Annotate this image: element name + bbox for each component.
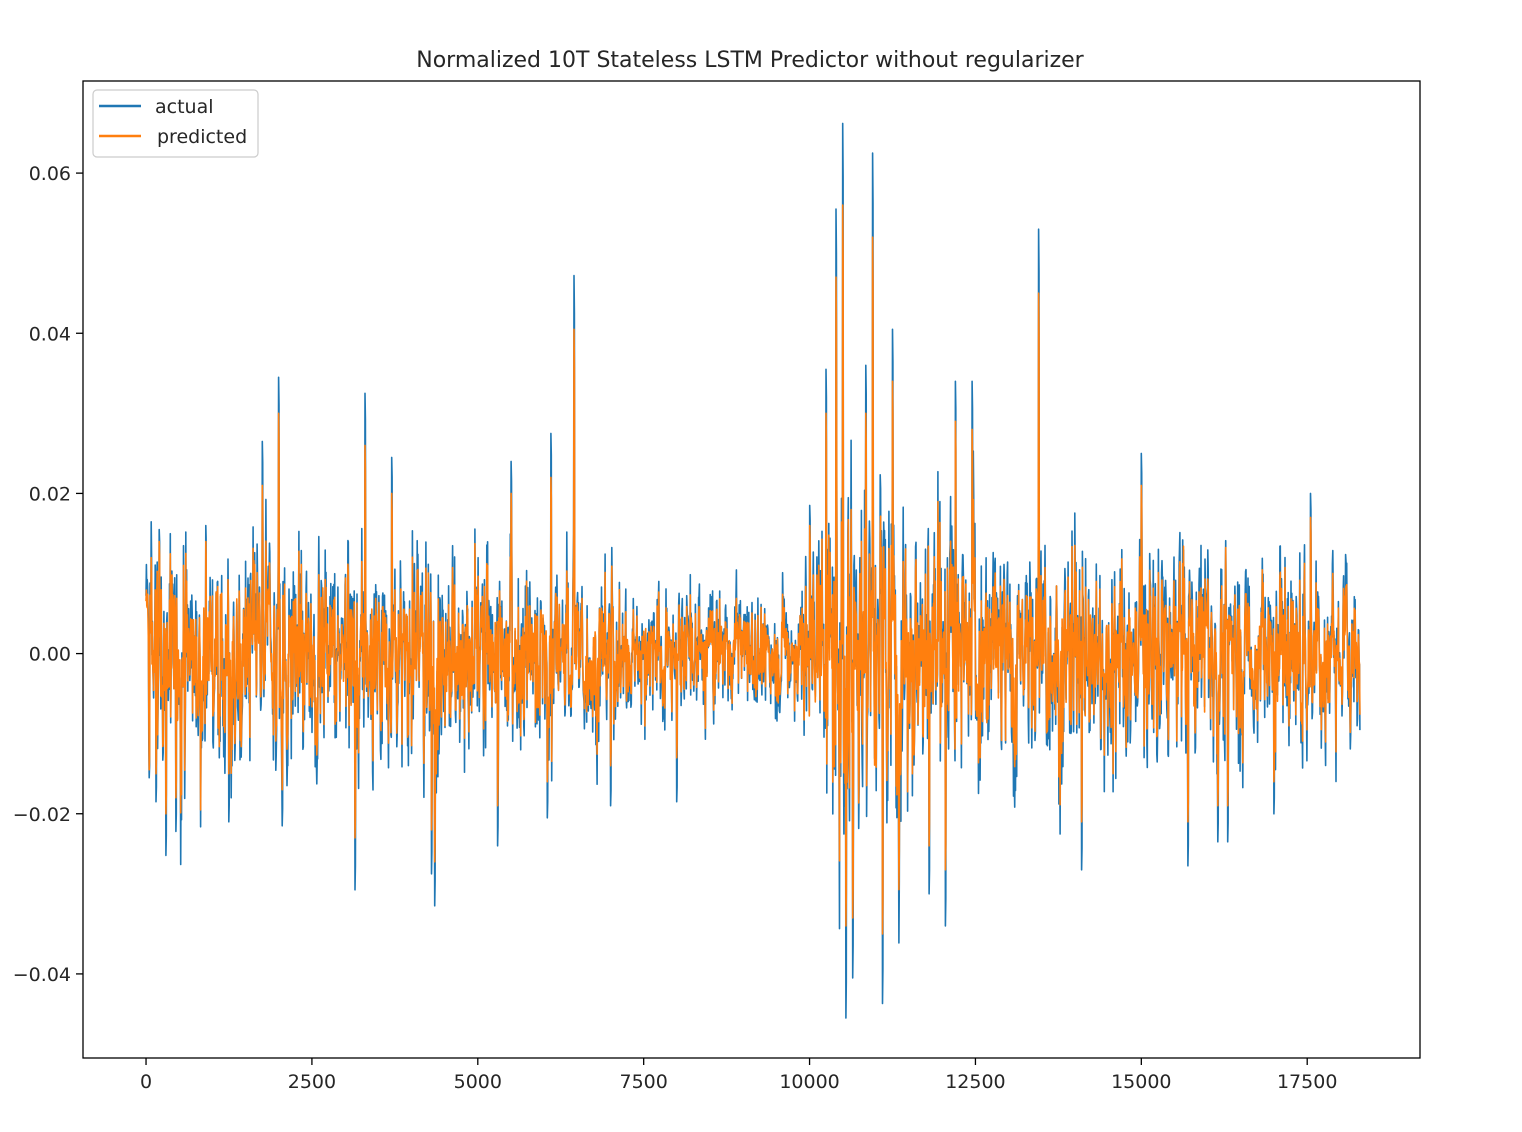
y-tick-label: 0.00: [29, 644, 71, 666]
series-line-predicted: [145, 204, 1361, 935]
y-tick-label: 0.02: [29, 483, 71, 505]
y-tick-label: −0.04: [13, 964, 71, 986]
axis-ticks: 0 2500 5000 7500 10000 12500 15000 17500 −0.04 −0…: [13, 163, 1338, 1093]
x-tick-label: 15000: [1111, 1071, 1171, 1093]
x-tick-label: 2500: [288, 1071, 336, 1093]
y-tick-label: −0.02: [13, 804, 71, 826]
chart-title: Normalized 10T Stateless LSTM Predictor …: [416, 48, 1084, 73]
y-tick-label: 0.06: [29, 163, 71, 185]
x-tick-label: 0: [140, 1071, 152, 1093]
x-tick-label: 7500: [619, 1071, 667, 1093]
x-tick-label: 10000: [779, 1071, 839, 1093]
legend-label-predicted: predicted: [157, 126, 247, 148]
x-tick-label: 5000: [454, 1071, 502, 1093]
plot-frame: [82, 80, 1421, 1059]
plot-area: [83, 81, 1420, 1058]
x-tick-label: 17500: [1277, 1071, 1337, 1093]
y-tick-label: 0.04: [29, 323, 71, 345]
x-tick-label: 12500: [945, 1071, 1005, 1093]
legend: actual predicted: [92, 89, 259, 158]
series-group: [145, 122, 1361, 1019]
legend-label-actual: actual: [155, 96, 214, 118]
